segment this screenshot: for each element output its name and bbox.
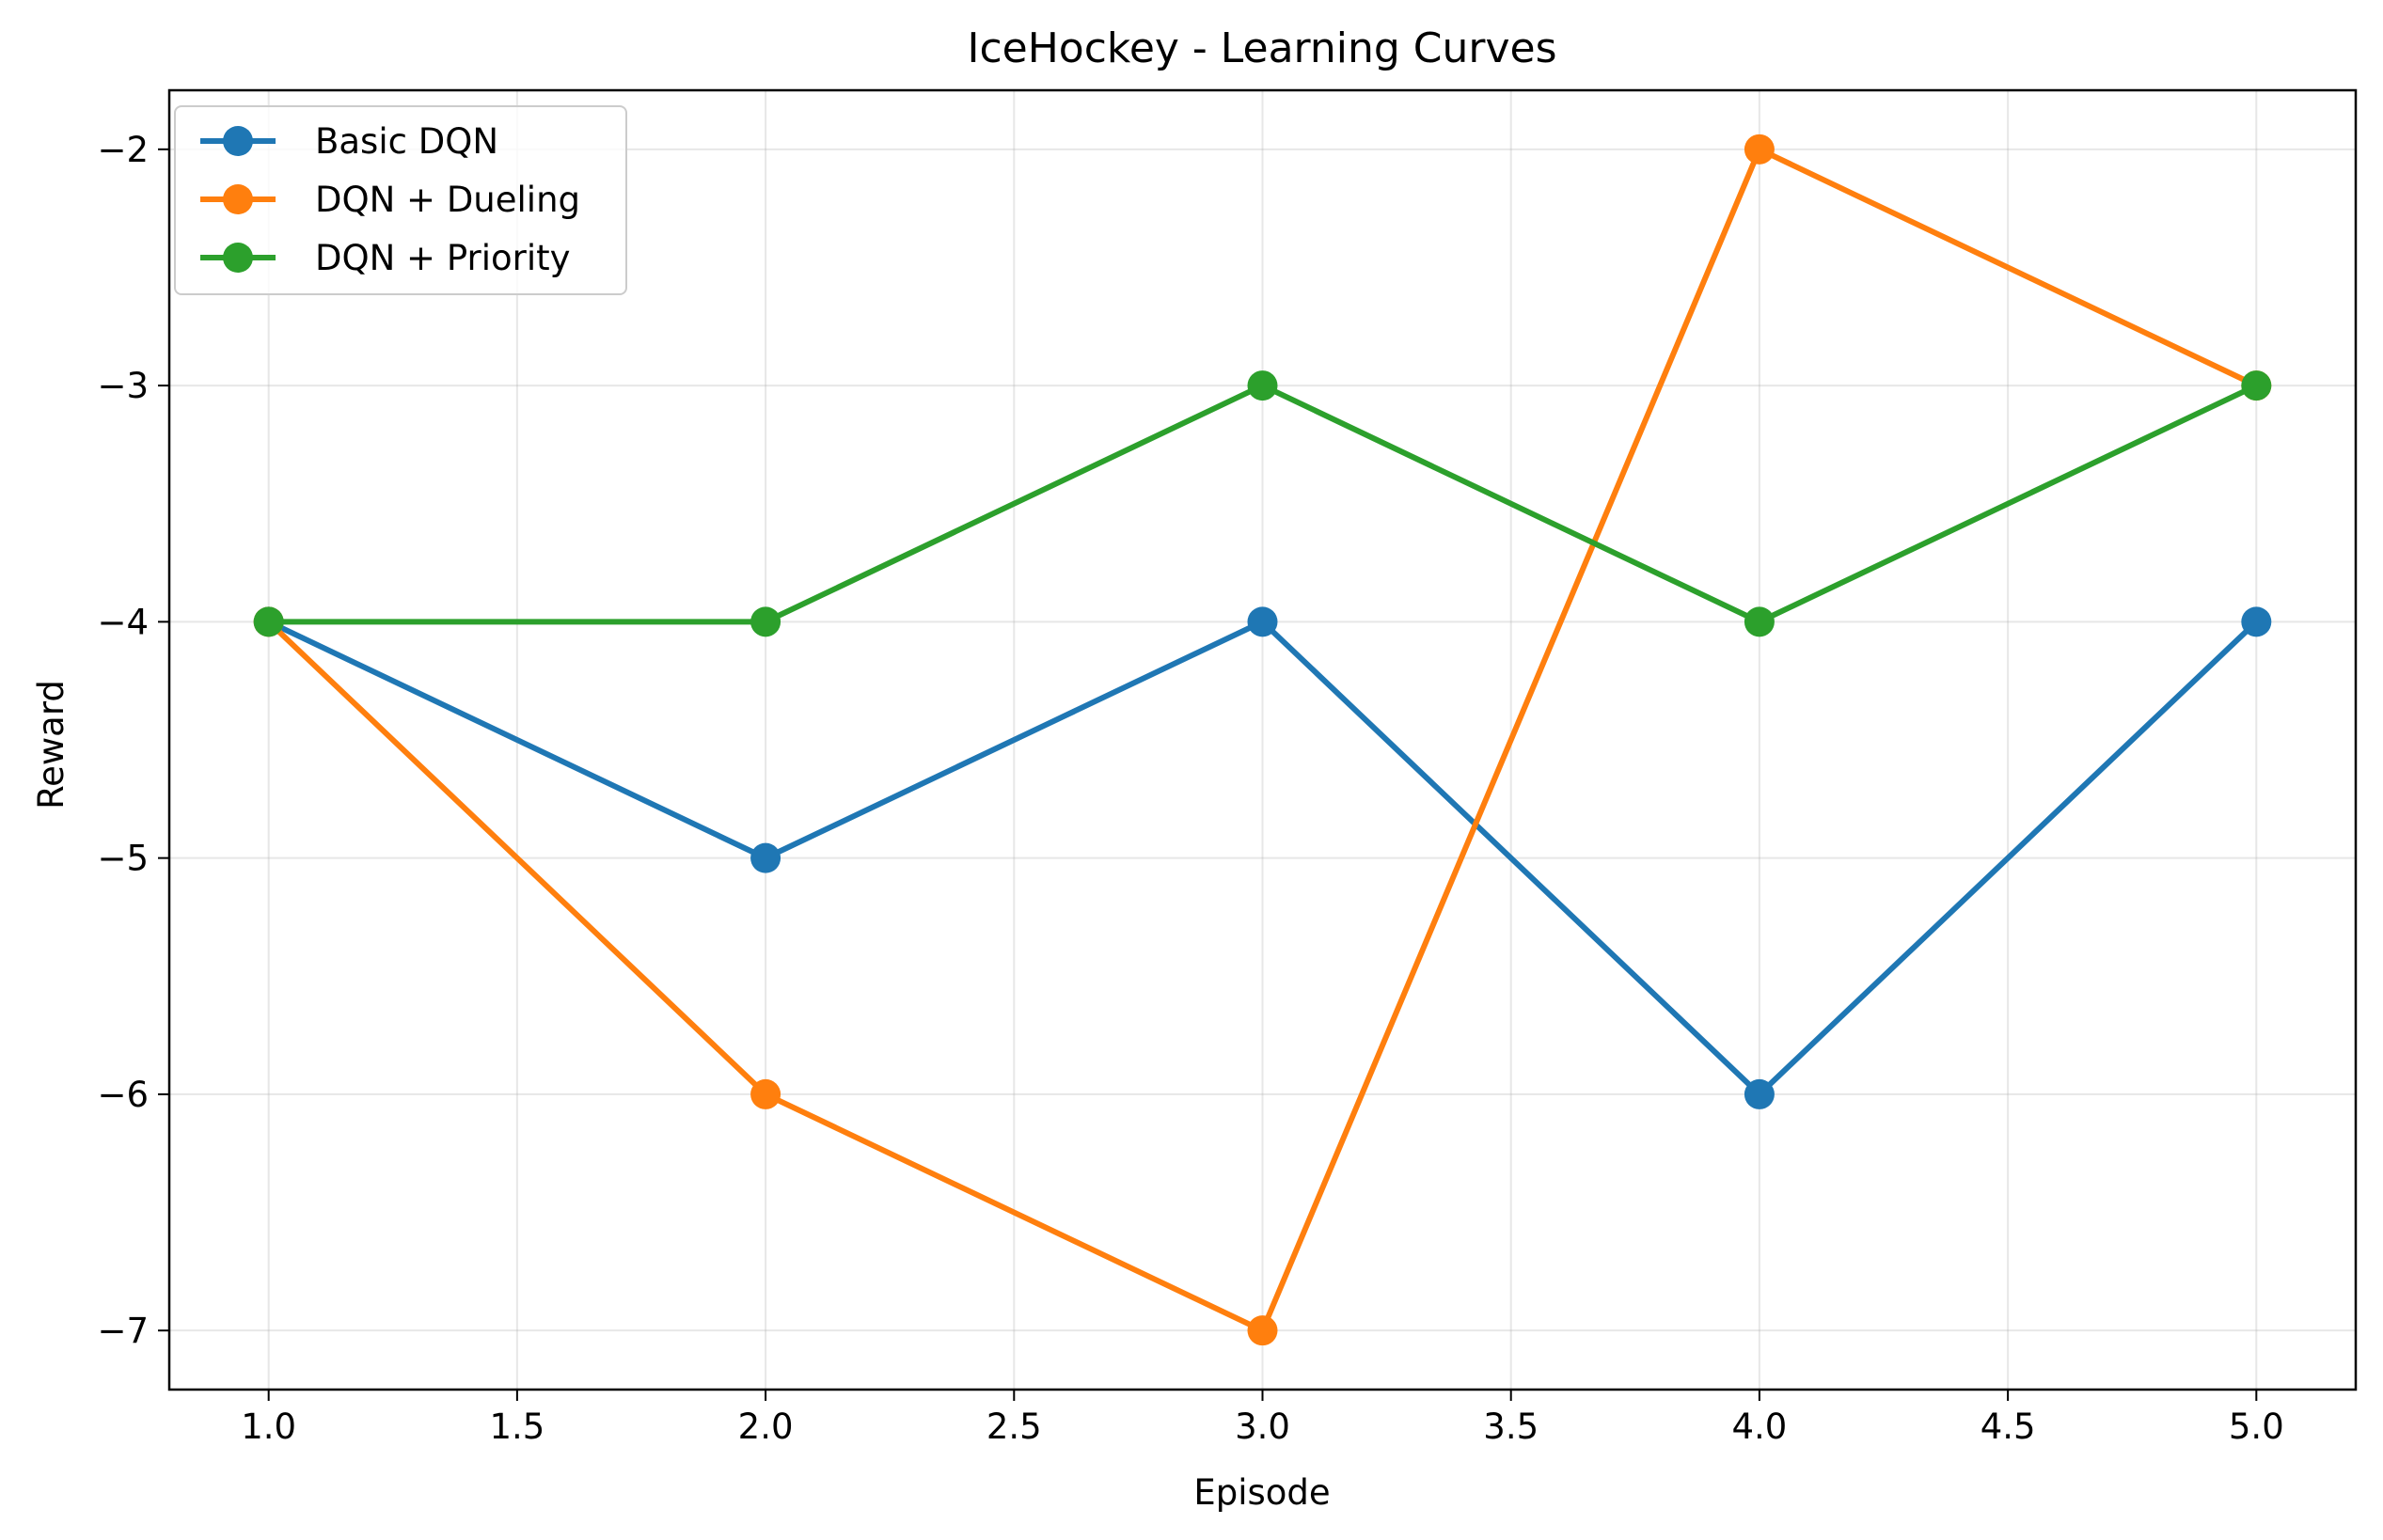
- legend-label: DQN + Priority: [315, 238, 571, 278]
- legend-marker: [223, 243, 253, 273]
- x-tick-label: 5.0: [2229, 1406, 2284, 1447]
- y-tick-label: −4: [97, 602, 149, 642]
- legend-box: [174, 105, 627, 295]
- x-tick-label: 1.5: [489, 1406, 544, 1447]
- legend-entry: DQN + Dueling: [200, 180, 580, 220]
- y-tick-label: −6: [97, 1075, 149, 1115]
- x-axis-ticks: 1.0 1.5 2.0 2.5 3.0 3.5 4.0 4.5 5.0: [241, 1390, 2284, 1447]
- series-dqn-priority: [253, 370, 2272, 637]
- y-tick-label: −7: [97, 1311, 149, 1351]
- y-tick-label: −3: [97, 366, 149, 406]
- x-tick-label: 4.0: [1731, 1406, 1787, 1447]
- y-axis-label: Reward: [31, 680, 71, 809]
- data-point: [1744, 134, 1775, 165]
- x-tick-label: 2.5: [986, 1406, 1042, 1447]
- data-point: [1744, 1078, 1775, 1109]
- chart-title: IceHockey - Learning Curves: [967, 24, 1556, 72]
- y-axis-ticks: −2 −3 −4 −5 −6 −7: [97, 130, 169, 1351]
- legend-label: DQN + Dueling: [315, 180, 580, 220]
- data-point: [2241, 606, 2272, 637]
- data-point: [750, 1078, 781, 1109]
- data-point: [1744, 606, 1775, 637]
- data-point: [253, 606, 284, 637]
- data-point: [750, 606, 781, 637]
- data-point: [1247, 1315, 1278, 1346]
- data-point: [1247, 606, 1278, 637]
- data-point: [750, 842, 781, 873]
- x-axis-label: Episode: [1193, 1472, 1330, 1513]
- legend: Basic DQN DQN + Dueling DQN + Priority: [174, 105, 627, 295]
- x-tick-label: 3.0: [1235, 1406, 1290, 1447]
- legend-marker: [223, 126, 253, 156]
- legend-entry: Basic DQN: [200, 121, 498, 162]
- y-tick-label: −5: [97, 839, 149, 879]
- series-layer: [253, 134, 2272, 1346]
- legend-label: Basic DQN: [315, 121, 498, 162]
- x-tick-label: 2.0: [738, 1406, 794, 1447]
- legend-marker: [223, 184, 253, 214]
- x-tick-label: 4.5: [1981, 1406, 2036, 1447]
- legend-entry: DQN + Priority: [200, 238, 571, 278]
- y-tick-label: −2: [97, 130, 149, 170]
- x-tick-label: 1.0: [241, 1406, 296, 1447]
- data-point: [1247, 370, 1278, 401]
- legend-entries: Basic DQN DQN + Dueling DQN + Priority: [200, 121, 580, 278]
- x-tick-label: 3.5: [1483, 1406, 1539, 1447]
- data-point: [2241, 370, 2272, 401]
